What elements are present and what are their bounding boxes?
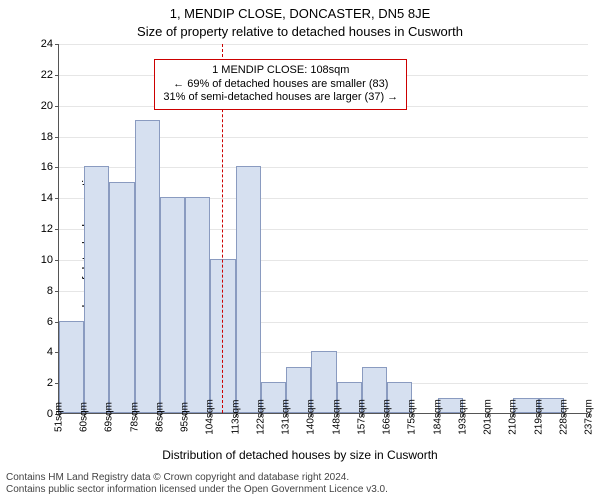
y-tick-mark [55,137,59,138]
chart-subtitle: Size of property relative to detached ho… [0,24,600,39]
histogram-bar [109,182,134,413]
histogram-bar [84,166,109,413]
x-tick-label: 228sqm [558,399,569,435]
y-tick-label: 2 [47,377,53,389]
y-tick-label: 24 [41,38,53,50]
x-tick-label: 193sqm [457,399,468,435]
y-tick-label: 8 [47,285,53,297]
x-tick-label: 104sqm [205,399,216,435]
x-tick-label: 210sqm [508,399,519,435]
y-tick-mark [55,260,59,261]
y-tick-mark [55,106,59,107]
annotation-line: 31% of semi-detached houses are larger (… [163,91,398,105]
footer-line-1: Contains HM Land Registry data © Crown c… [6,472,594,484]
x-tick-label: 184sqm [432,399,443,435]
x-tick-label: 175sqm [407,399,418,435]
plot-area: 02468101214161820222451sqm60sqm69sqm78sq… [58,44,588,414]
x-tick-label: 140sqm [306,399,317,435]
y-tick-label: 12 [41,223,53,235]
y-tick-mark [55,44,59,45]
y-tick-mark [55,229,59,230]
y-tick-label: 10 [41,254,53,266]
x-tick-label: 78sqm [129,402,140,432]
footer: Contains HM Land Registry data © Crown c… [6,472,594,496]
chart-container: { "title": "1, MENDIP CLOSE, DONCASTER, … [0,0,600,500]
x-tick-label: 95sqm [180,402,191,432]
y-tick-label: 14 [41,192,53,204]
x-tick-label: 219sqm [533,399,544,435]
histogram-bar [160,197,185,413]
grid-line [59,44,588,45]
x-tick-label: 60sqm [79,402,90,432]
x-tick-label: 166sqm [382,399,393,435]
x-axis-label: Distribution of detached houses by size … [0,448,600,462]
x-tick-label: 131sqm [281,399,292,435]
chart-title: 1, MENDIP CLOSE, DONCASTER, DN5 8JE [0,6,600,21]
annotation-line: ← 69% of detached houses are smaller (83… [163,78,398,92]
y-tick-label: 18 [41,131,53,143]
y-tick-mark [55,198,59,199]
annotation-line: 1 MENDIP CLOSE: 108sqm [163,64,398,78]
x-tick-label: 69sqm [104,402,115,432]
annotation-box: 1 MENDIP CLOSE: 108sqm← 69% of detached … [154,59,407,110]
y-tick-mark [55,167,59,168]
y-tick-mark [55,291,59,292]
x-tick-label: 51sqm [54,402,65,432]
y-tick-label: 22 [41,69,53,81]
y-tick-label: 16 [41,161,53,173]
x-tick-label: 148sqm [331,399,342,435]
x-tick-label: 157sqm [356,399,367,435]
histogram-bar [236,166,261,413]
y-tick-mark [55,75,59,76]
histogram-bar [185,197,210,413]
plot-inner: 02468101214161820222451sqm60sqm69sqm78sq… [58,44,588,414]
x-tick-label: 237sqm [584,399,595,435]
x-tick-label: 122sqm [255,399,266,435]
histogram-bar [59,321,84,414]
y-tick-label: 4 [47,346,53,358]
x-tick-label: 113sqm [230,400,241,435]
y-tick-label: 20 [41,100,53,112]
y-tick-label: 0 [47,408,53,420]
histogram-bar [135,120,160,413]
y-tick-label: 6 [47,316,53,328]
x-tick-label: 86sqm [154,402,165,432]
x-tick-label: 201sqm [483,399,494,435]
footer-line-2: Contains public sector information licen… [6,484,594,496]
histogram-bar [210,259,235,413]
